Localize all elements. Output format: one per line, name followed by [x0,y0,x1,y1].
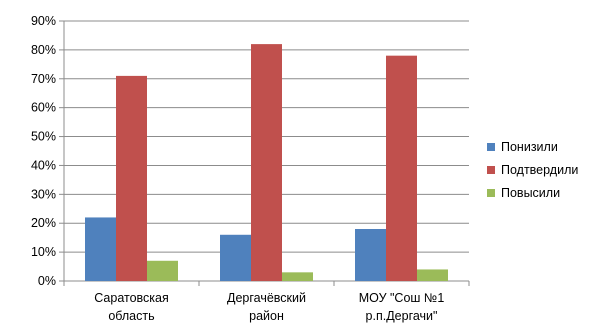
y-tick-label: 20% [31,216,56,230]
y-tick-label: 70% [31,72,56,86]
x-tick-label: Дергачёвский [227,291,306,305]
bar [220,234,251,281]
x-tick-label: район [249,309,284,323]
legend-item: Повысили [487,181,597,204]
y-tick-label: 90% [31,14,56,28]
x-tick-label: область [108,309,154,323]
y-tick-label: 80% [31,43,56,57]
bar [282,272,313,281]
legend-label: Понизили [501,139,558,154]
bar [251,44,282,281]
bar [355,229,386,281]
chart-legend: Понизили Подтвердили Повысили [487,135,597,204]
y-tick-label: 0% [38,274,56,288]
legend-label: Подтвердили [501,162,579,177]
bar [386,55,417,281]
legend-swatch [487,188,495,197]
y-tick-label: 60% [31,101,56,115]
bar [147,260,178,281]
bar [116,75,147,281]
legend-item: Понизили [487,135,597,158]
y-tick-label: 10% [31,245,56,259]
bar [417,269,448,281]
legend-label: Повысили [501,185,561,200]
y-tick-label: 40% [31,158,56,172]
legend-swatch [487,165,495,174]
x-tick-label: р.п.Дергачи" [366,309,438,323]
legend-swatch [487,142,495,151]
y-tick-label: 50% [31,130,56,144]
legend-item: Подтвердили [487,158,597,181]
bar [85,217,116,281]
x-tick-label: Саратовская [94,291,169,305]
x-tick-label: МОУ "Сош №1 [359,291,445,305]
y-tick-label: 30% [31,187,56,201]
